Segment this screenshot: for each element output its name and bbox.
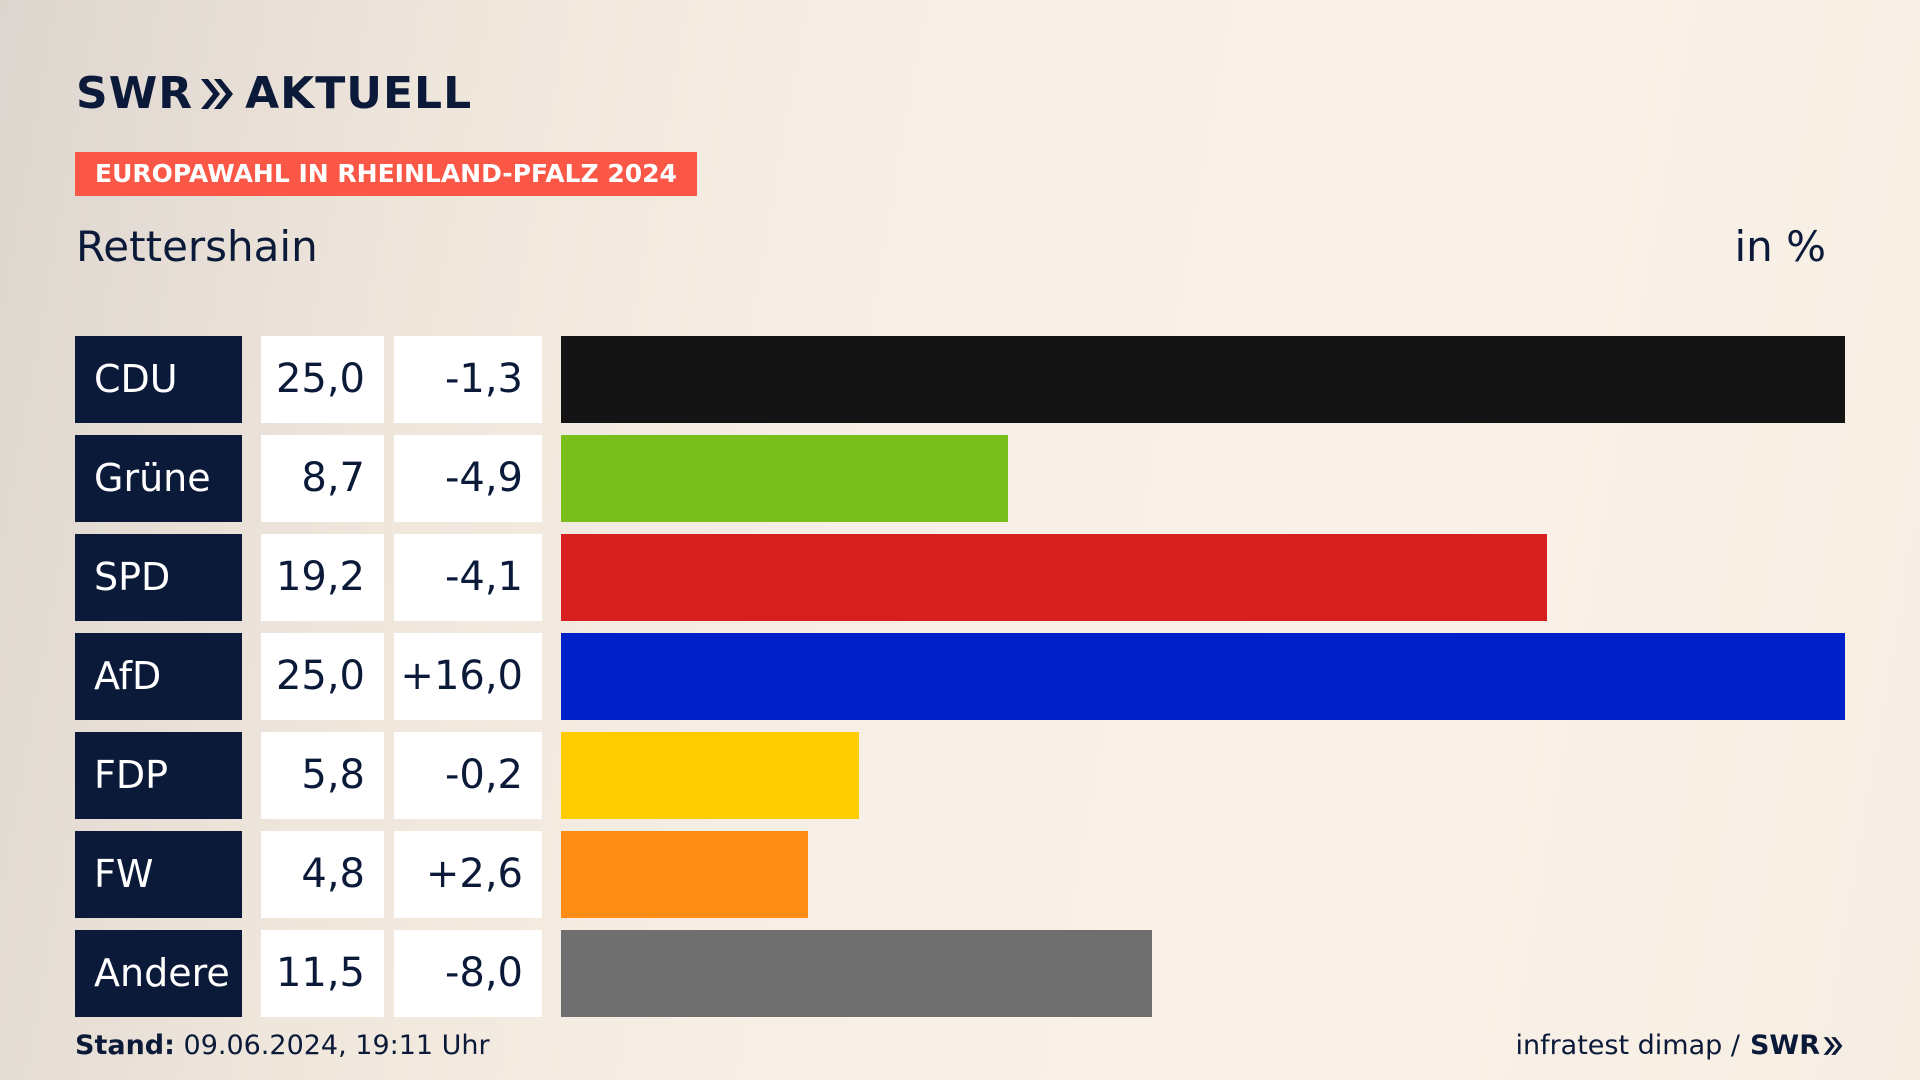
result-bar xyxy=(561,633,1845,720)
vote-share: 19,2 xyxy=(261,534,384,621)
party-label: SPD xyxy=(75,534,242,621)
brand-aktuell: AKTUELL xyxy=(245,68,473,119)
vote-change: -4,9 xyxy=(394,435,542,522)
result-row: FDP 5,8 -0,2 xyxy=(75,732,1845,819)
result-row: FW 4,8 +2,6 xyxy=(75,831,1845,918)
party-label: FDP xyxy=(75,732,242,819)
brand-swr: SWR xyxy=(76,68,194,119)
party-label: CDU xyxy=(75,336,242,423)
result-row: SPD 19,2 -4,1 xyxy=(75,534,1845,621)
vote-share: 11,5 xyxy=(261,930,384,1017)
result-bar xyxy=(561,336,1845,423)
result-row: AfD 25,0 +16,0 xyxy=(75,633,1845,720)
unit-label: in % xyxy=(1734,222,1826,271)
result-bar xyxy=(561,534,1547,621)
election-badge: EUROPAWAHL IN RHEINLAND-PFALZ 2024 xyxy=(75,152,697,196)
vote-share: 25,0 xyxy=(261,633,384,720)
party-label: Grüne xyxy=(75,435,242,522)
source-text: infratest dimap / xyxy=(1515,1030,1740,1061)
party-label: FW xyxy=(75,831,242,918)
result-bar xyxy=(561,732,859,819)
double-chevron-icon xyxy=(199,77,235,111)
party-label: AfD xyxy=(75,633,242,720)
vote-share: 8,7 xyxy=(261,435,384,522)
vote-change: -0,2 xyxy=(394,732,542,819)
stand-label: Stand: xyxy=(75,1030,175,1061)
result-bar xyxy=(561,435,1008,522)
vote-change: -8,0 xyxy=(394,930,542,1017)
result-bar xyxy=(561,831,808,918)
result-row: Grüne 8,7 -4,9 xyxy=(75,435,1845,522)
vote-share: 5,8 xyxy=(261,732,384,819)
result-row: Andere 11,5 -8,0 xyxy=(75,930,1845,1017)
source-credit: infratest dimap / SWR xyxy=(1515,1030,1844,1061)
source-brand: SWR xyxy=(1750,1030,1844,1061)
timestamp: Stand: 09.06.2024, 19:11 Uhr xyxy=(75,1030,490,1061)
party-label: Andere xyxy=(75,930,242,1017)
vote-share: 4,8 xyxy=(261,831,384,918)
place-title: Rettershain xyxy=(76,222,318,271)
stand-value: 09.06.2024, 19:11 Uhr xyxy=(183,1030,490,1061)
double-chevron-small-icon xyxy=(1823,1036,1843,1055)
vote-change: +2,6 xyxy=(394,831,542,918)
vote-change: -1,3 xyxy=(394,336,542,423)
result-bar xyxy=(561,930,1152,1017)
vote-share: 25,0 xyxy=(261,336,384,423)
swr-aktuell-logo: SWR AKTUELL xyxy=(76,68,472,119)
vote-change: -4,1 xyxy=(394,534,542,621)
vote-change: +16,0 xyxy=(394,633,542,720)
source-brand-text: SWR xyxy=(1749,1030,1820,1061)
result-row: CDU 25,0 -1,3 xyxy=(75,336,1845,423)
